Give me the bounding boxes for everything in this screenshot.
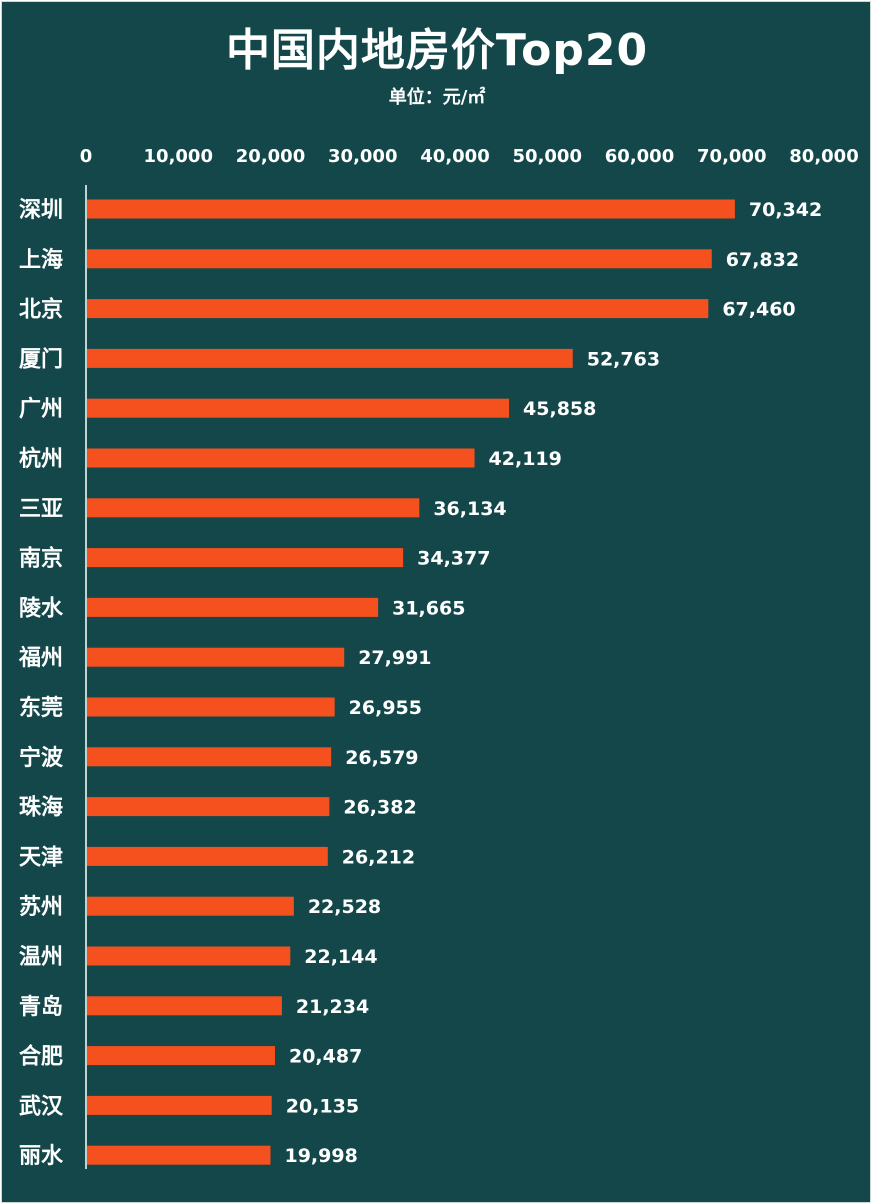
value-label: 21,234 xyxy=(296,996,369,1018)
bar xyxy=(87,747,332,767)
value-label: 20,487 xyxy=(289,1046,362,1068)
category-label: 福州 xyxy=(18,646,63,671)
chart-subtitle: 单位：元/㎡ xyxy=(388,87,486,108)
bar xyxy=(87,996,282,1016)
x-tick-label: 40,000 xyxy=(420,146,489,167)
bar xyxy=(87,1145,271,1165)
value-label: 42,119 xyxy=(489,448,562,470)
category-label: 深圳 xyxy=(19,198,63,223)
value-label: 36,134 xyxy=(433,498,506,520)
bar xyxy=(87,846,328,866)
x-tick-label: 30,000 xyxy=(328,146,397,167)
bar xyxy=(87,348,573,368)
bar xyxy=(87,797,330,817)
value-label: 45,858 xyxy=(523,398,596,420)
x-tick-label: 60,000 xyxy=(605,146,674,167)
bar xyxy=(87,647,345,667)
bar xyxy=(87,1095,272,1115)
value-label: 26,212 xyxy=(342,846,415,868)
chart-title: 中国内地房价Top20 xyxy=(225,25,649,76)
category-label: 合肥 xyxy=(19,1044,63,1070)
category-label: 青岛 xyxy=(19,994,63,1020)
bar xyxy=(87,498,420,518)
value-label: 20,135 xyxy=(286,1095,359,1117)
bar xyxy=(87,398,510,418)
bar xyxy=(87,697,335,717)
bar xyxy=(87,299,709,319)
value-label: 70,342 xyxy=(749,199,822,221)
bar xyxy=(87,896,294,916)
value-label: 22,144 xyxy=(304,946,377,968)
bar xyxy=(87,1046,275,1066)
category-label: 武汉 xyxy=(19,1094,64,1119)
category-label: 宁波 xyxy=(19,745,64,771)
x-tick-label: 80,000 xyxy=(789,146,858,167)
value-label: 26,382 xyxy=(343,797,416,819)
category-label: 广州 xyxy=(19,396,63,422)
x-tick-label: 10,000 xyxy=(144,146,213,167)
value-label: 22,528 xyxy=(308,896,381,918)
value-label: 26,579 xyxy=(345,747,418,769)
value-label: 19,998 xyxy=(284,1145,357,1167)
category-label: 东莞 xyxy=(19,695,63,721)
value-label: 31,665 xyxy=(392,597,465,619)
value-label: 27,991 xyxy=(358,647,431,669)
category-label: 陵水 xyxy=(19,595,64,621)
category-label: 丽水 xyxy=(19,1144,64,1169)
category-label: 南京 xyxy=(19,546,63,572)
category-label: 温州 xyxy=(19,945,63,970)
value-label: 26,955 xyxy=(349,697,422,719)
value-label: 67,460 xyxy=(722,299,795,321)
category-label: 厦门 xyxy=(19,346,63,372)
x-tick-label: 70,000 xyxy=(697,146,766,167)
bar xyxy=(87,249,712,269)
category-label: 三亚 xyxy=(19,497,63,522)
bar xyxy=(87,597,379,617)
value-label: 34,377 xyxy=(417,548,490,570)
bar xyxy=(87,448,475,468)
category-label: 珠海 xyxy=(19,795,63,821)
category-label: 上海 xyxy=(19,247,63,273)
x-tick-label: 0 xyxy=(80,146,93,167)
bar xyxy=(87,548,404,568)
category-label: 杭州 xyxy=(19,446,63,472)
category-label: 天津 xyxy=(19,844,63,870)
category-label: 北京 xyxy=(19,297,63,323)
value-label: 52,763 xyxy=(587,348,660,370)
value-label: 67,832 xyxy=(726,249,799,271)
category-label: 苏州 xyxy=(19,894,63,920)
bar xyxy=(87,946,291,966)
x-tick-label: 20,000 xyxy=(236,146,305,167)
x-tick-label: 50,000 xyxy=(513,146,582,167)
bar xyxy=(87,199,735,219)
